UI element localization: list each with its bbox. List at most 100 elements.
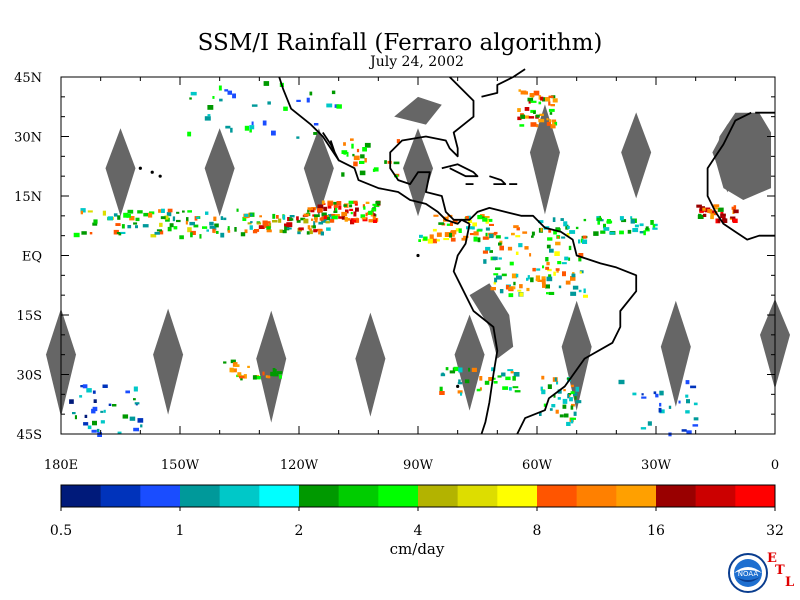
no-data-swath-gap [454,314,485,411]
rain-cell [471,226,475,230]
island [158,174,162,178]
rain-cell [467,215,471,220]
rain-cell [729,217,735,220]
rain-cell [190,230,196,235]
rain-cell [267,101,271,105]
rain-cell [566,421,571,426]
rain-cell [526,287,530,292]
rain-cell [541,390,546,395]
rain-cell [313,132,318,135]
longitude-labels: 180E 150W 120W 90W 60W 30W 0 [44,458,779,473]
rain-cell [218,85,222,91]
rain-cell [693,417,699,421]
rain-cell [539,412,542,416]
rain-cell [314,215,318,220]
rain-cell [457,390,463,394]
rain-cell [272,372,279,377]
rain-cell [597,220,600,225]
rain-cell [713,204,718,208]
rain-cell [545,257,549,262]
rain-cell [627,229,632,234]
rain-cell [461,237,468,241]
rain-cell [126,213,131,218]
no-data-land-patch [715,112,772,200]
rain-cell [641,393,644,396]
rain-cell [507,246,513,251]
rain-cell [720,213,723,219]
rain-cell [488,377,493,381]
rain-cell [546,118,549,121]
colorbar-swatch [656,485,696,507]
rain-cell [733,205,737,210]
rain-cell [578,289,582,293]
rain-cell [449,232,452,238]
rain-cell [361,217,367,220]
rain-cell [230,359,236,364]
rain-cell [489,233,494,239]
rain-cell [179,235,184,240]
rain-cell [242,216,247,221]
rain-cell [227,90,232,95]
rain-cell [331,90,336,95]
rain-cell [460,392,463,396]
rain-cell [495,267,501,270]
rain-cell [479,376,483,381]
rain-cell [555,268,560,271]
rain-cell [271,130,276,136]
rain-cell [219,98,223,102]
rain-cell [113,213,118,217]
rain-cell [643,230,646,236]
rain-cell [326,103,333,108]
lon-label: 60W [522,458,553,473]
rain-cell [547,237,553,241]
rain-cell [455,228,460,232]
rain-cell [368,210,373,215]
rain-cell [311,218,314,221]
rain-cell [133,222,138,225]
rain-cell [603,227,610,231]
rain-cell [102,210,106,216]
noaa-logo: NOAA [728,553,768,593]
rain-cell [702,207,706,211]
rain-cell [313,214,320,217]
rain-cell [296,99,301,102]
rain-cell [72,412,76,415]
rain-cell [573,392,578,396]
rain-cell [542,97,548,102]
rain-cell [252,230,258,234]
rain-cell [189,221,195,226]
rain-cell [520,90,527,95]
rain-cell [92,222,98,226]
coastline [322,132,340,162]
rain-cell [566,225,570,229]
rain-cell [538,95,542,100]
rain-cell [650,220,654,225]
rain-cell [176,211,180,214]
coastlines [138,68,775,435]
rain-cell [483,259,487,264]
rain-cell [323,215,328,220]
rain-cell [722,213,726,217]
rain-cell [123,212,129,218]
rain-cell [419,234,423,238]
colorbar-swatch [378,485,419,507]
rain-cell [562,398,568,404]
rain-cell [468,219,473,224]
rain-cell [327,201,333,206]
rain-cell [572,272,575,275]
rain-cell [334,214,340,217]
rain-cell [352,153,355,157]
rain-cell [190,91,197,96]
rain-cell [120,231,126,234]
page-subtitle: July 24, 2002 [370,54,464,70]
rain-cell [571,273,576,278]
rain-cell [272,213,276,219]
rain-cell [609,231,615,235]
rain-cell [129,416,136,421]
rain-cell [542,265,545,269]
colorbar-tick-label: 16 [647,523,665,539]
rain-cell [231,368,237,373]
rain-cell [552,121,558,126]
rain-cell [530,277,534,283]
rain-cell [107,216,113,221]
